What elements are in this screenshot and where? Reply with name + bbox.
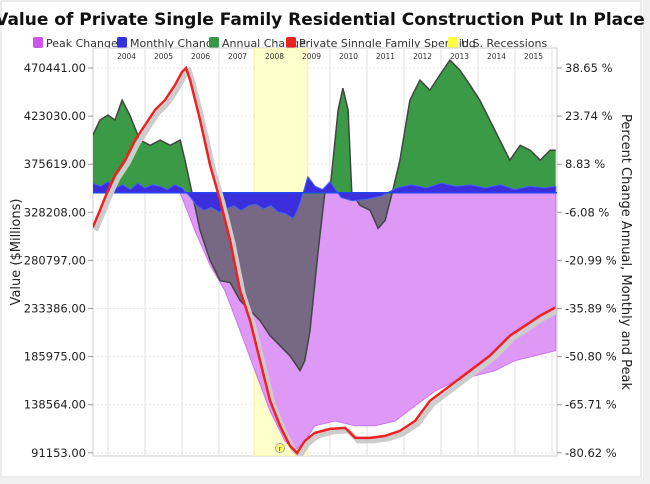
y-tick-label: 375619.00 (24, 157, 86, 171)
spending-line-shadow (93, 66, 557, 456)
legend: Peak Change Monthly Change Annual ChangePr… (33, 37, 547, 50)
annual-change-area-positive (93, 60, 556, 195)
y-tick-label: 328208.00 (24, 205, 86, 219)
y-tick-label: 423030.00 (24, 109, 86, 123)
x-tick-label: 2015 (524, 52, 543, 61)
spending-line (93, 65, 556, 455)
y-tick-label: 138564.00 (24, 398, 86, 412)
recession-marker (275, 443, 285, 453)
y2-axis-label: Percent Change Annual, Monthly and Peak (618, 114, 633, 391)
y2-tick-label: -6.08 % (565, 205, 609, 219)
x-tick-label: 2005 (154, 52, 173, 61)
legend-swatch-0 (33, 37, 43, 48)
y2-tick-label: -20.99 % (565, 253, 617, 267)
x-tick-label: 2009 (302, 52, 321, 61)
legend-label-0: Peak Change (46, 37, 118, 50)
x-tick-label: 2004 (117, 52, 136, 61)
legend-label-4: U.S. Recessions (461, 37, 547, 50)
legend-swatch-2 (209, 37, 219, 48)
legend-swatch-1 (117, 37, 127, 48)
legend-swatch-4 (448, 37, 458, 48)
x-tick-label: 2011 (376, 52, 395, 61)
legend-label-2: Annual Change (222, 37, 306, 50)
x-tick-label: 2006 (191, 52, 210, 61)
monthly-change-area (93, 175, 557, 220)
x-tick-label: 2013 (450, 52, 469, 61)
annual-change-area-negative (192, 194, 392, 371)
legend-label-3: Private Sinngle Family Spending (299, 37, 476, 50)
y-tick-label: 233386.00 (24, 302, 86, 316)
y2-tick-label: -35.89 % (565, 302, 617, 316)
y-tick-label: 185975.00 (24, 350, 86, 364)
legend-label-1: Monthly Change (130, 37, 220, 50)
y2-tick-label: -50.80 % (565, 350, 617, 364)
x-tick-label: 2014 (487, 52, 506, 61)
x-tick-label: 2010 (339, 52, 358, 61)
y-tick-label: 470441.00 (24, 61, 86, 75)
recession-marker-text: r (279, 445, 282, 453)
y2-tick-label: 8.83 % (565, 157, 605, 171)
scrollbar-track[interactable] (643, 0, 650, 484)
y-axis-label: Value ($Millions) (9, 199, 24, 306)
chart-title: Value of Private Single Family Residenti… (0, 10, 645, 30)
y2-tick-label: -65.71 % (565, 398, 617, 412)
y2-tick-label: -80.62 % (565, 446, 617, 460)
legend-swatch-3 (286, 37, 296, 48)
y2-tick-label: 38.65 % (565, 61, 613, 75)
x-tick-label: 2012 (413, 52, 432, 61)
y2-tick-label: 23.74 % (565, 109, 613, 123)
x-tick-label: 2008 (265, 52, 284, 61)
y-tick-label: 280797.00 (24, 253, 86, 267)
bottom-margin (0, 478, 650, 484)
y-tick-label: 91153.00 (31, 446, 86, 460)
x-tick-label: 2007 (228, 52, 247, 61)
